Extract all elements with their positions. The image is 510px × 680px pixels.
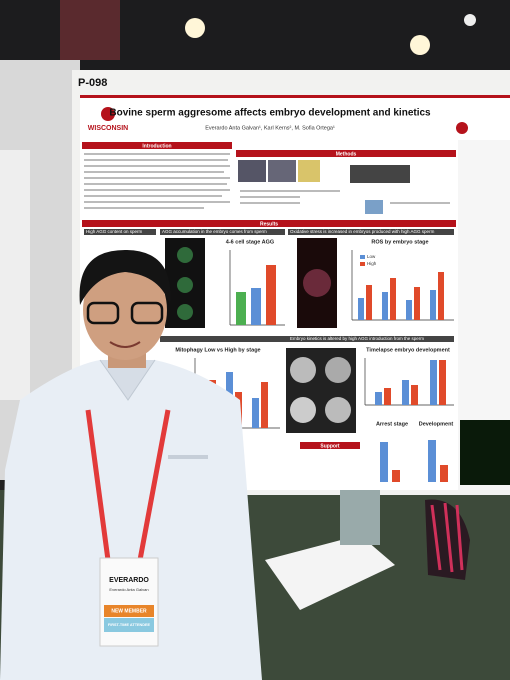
banner bbox=[60, 0, 120, 60]
panel-header bbox=[160, 229, 285, 235]
shirt bbox=[0, 360, 262, 680]
panel-title: AGG accumulation in the embryo comes fro… bbox=[162, 229, 267, 234]
bars bbox=[358, 272, 444, 320]
hair bbox=[79, 250, 171, 305]
lanyard bbox=[85, 409, 171, 561]
side-poster bbox=[0, 150, 30, 400]
embryo-cell bbox=[290, 357, 316, 383]
panel-header bbox=[288, 229, 454, 235]
pocket bbox=[168, 455, 208, 459]
chart-title: Arrest stage bbox=[376, 421, 408, 427]
poster-stripe bbox=[80, 95, 510, 98]
light bbox=[410, 35, 430, 55]
backpack-stripes bbox=[430, 502, 464, 573]
section-header bbox=[300, 442, 360, 449]
panel-header bbox=[160, 336, 454, 342]
bars bbox=[375, 360, 446, 405]
legend-swatch bbox=[360, 262, 365, 266]
section-title: Methods bbox=[336, 151, 357, 157]
logo-crest-right bbox=[456, 122, 468, 134]
poster-title: Bovine sperm aggresome affects embryo de… bbox=[109, 108, 431, 119]
section-title: Results bbox=[260, 221, 278, 227]
legend-swatch bbox=[360, 255, 365, 259]
badge bbox=[99, 557, 159, 647]
panel-title: High AGG content on sperm bbox=[86, 229, 143, 234]
chart-title: ROS by embryo stage bbox=[371, 239, 428, 245]
embryo-cell bbox=[325, 397, 351, 423]
methods-text bbox=[240, 190, 450, 204]
panel-title: Oxidative stress is increased in embryos… bbox=[290, 229, 435, 234]
chart-title: Development bbox=[419, 421, 454, 427]
badge-name: EVERARDO bbox=[109, 577, 149, 584]
ribbon-text: FIRST-TIME ATTENDEE bbox=[108, 623, 151, 627]
collar bbox=[99, 359, 156, 401]
chart-title: Mitophagy Low vs High by stage bbox=[175, 347, 260, 353]
method-image bbox=[365, 200, 383, 214]
intro-text bbox=[84, 153, 230, 209]
embryo-cell bbox=[303, 269, 331, 297]
ribbon bbox=[104, 618, 154, 632]
light bbox=[464, 14, 476, 26]
section-header bbox=[236, 150, 456, 157]
section-header bbox=[82, 142, 232, 149]
section-header bbox=[82, 220, 456, 227]
embryo-cell bbox=[177, 247, 193, 263]
embryo-cell bbox=[290, 397, 316, 423]
light bbox=[185, 18, 205, 38]
embryo-cell bbox=[177, 304, 193, 320]
legend-label: Low bbox=[367, 254, 376, 259]
bar bbox=[236, 292, 246, 325]
method-image bbox=[298, 160, 320, 182]
ribbon-text: NEW MEMBER bbox=[111, 608, 147, 614]
method-image bbox=[268, 160, 296, 182]
ribbon bbox=[104, 605, 154, 617]
glasses bbox=[86, 301, 120, 325]
panel-title: Embryo kinetics is altered by high AGG i… bbox=[290, 336, 424, 341]
bar bbox=[266, 265, 276, 325]
smile bbox=[109, 341, 141, 348]
person-behind bbox=[340, 490, 380, 545]
bar bbox=[251, 288, 261, 325]
chart-title: Timelapse embryo development bbox=[366, 347, 450, 353]
micrograph bbox=[460, 420, 510, 485]
badge-full-name: Everardo Anta Galvan bbox=[109, 587, 148, 592]
poster-authors: Everardo Anta Galvan¹, Karl Kerns², M. S… bbox=[205, 125, 335, 131]
panel-header bbox=[84, 229, 156, 235]
poster-number: P-098 bbox=[78, 77, 107, 89]
bars bbox=[380, 440, 448, 482]
embryo-cell bbox=[177, 277, 193, 293]
paper-bag bbox=[265, 535, 395, 610]
legend-label: High bbox=[367, 261, 377, 266]
embryo-cell bbox=[325, 357, 351, 383]
chart-title: 4-6 cell stage AGG bbox=[226, 239, 274, 245]
method-image bbox=[238, 160, 266, 182]
logo-text: WISCONSIN bbox=[88, 125, 128, 132]
face bbox=[83, 260, 167, 360]
logo-crest bbox=[101, 107, 115, 121]
section-title: Support bbox=[320, 443, 339, 449]
section-title: Introduction bbox=[142, 143, 171, 149]
glasses bbox=[130, 301, 164, 325]
method-image bbox=[350, 165, 410, 183]
